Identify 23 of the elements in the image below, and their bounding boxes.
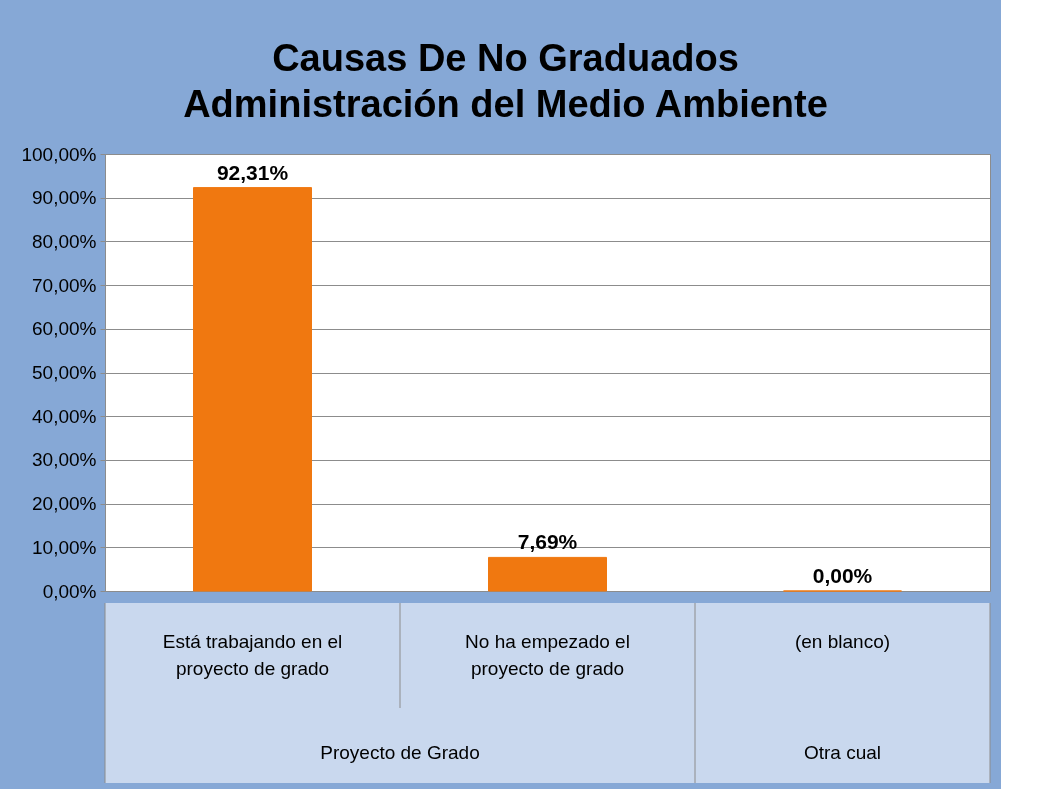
chart-title: Causas De No Graduados xyxy=(272,36,739,79)
y-tick-label: 100,00% xyxy=(21,143,97,165)
data-label: 7,69% xyxy=(517,530,578,554)
x-tick-label: No ha empezado el proyecto de grado xyxy=(465,631,630,679)
y-tick-label: 50,00% xyxy=(32,362,97,383)
y-tick-label: 60,00% xyxy=(32,318,97,340)
y-tick-label: 40,00% xyxy=(32,405,97,427)
bar xyxy=(193,187,312,592)
data-label: 0,00% xyxy=(812,564,873,587)
text: Otra cual xyxy=(803,742,882,763)
y-tick-label: 90,00% xyxy=(32,187,97,209)
x-tick-label: (en blanco) xyxy=(794,631,891,652)
y-tick-label: 0,00% xyxy=(42,580,97,602)
text: Proyecto de Grado xyxy=(320,742,480,763)
y-tick-label: 30,00% xyxy=(32,449,97,471)
y-tick-label: 20,00% xyxy=(32,493,97,515)
y-tick-label: 80,00% xyxy=(32,230,97,252)
x-tick-label: Está trabajando en el proyecto de grado xyxy=(162,631,343,679)
y-tick-label: 70,00% xyxy=(32,274,97,296)
y-tick-label: 10,00% xyxy=(32,536,97,558)
chart-subtitle: Administración del Medio Ambiente xyxy=(183,82,828,125)
data-label: 92,31% xyxy=(216,160,289,184)
bar xyxy=(488,556,607,592)
